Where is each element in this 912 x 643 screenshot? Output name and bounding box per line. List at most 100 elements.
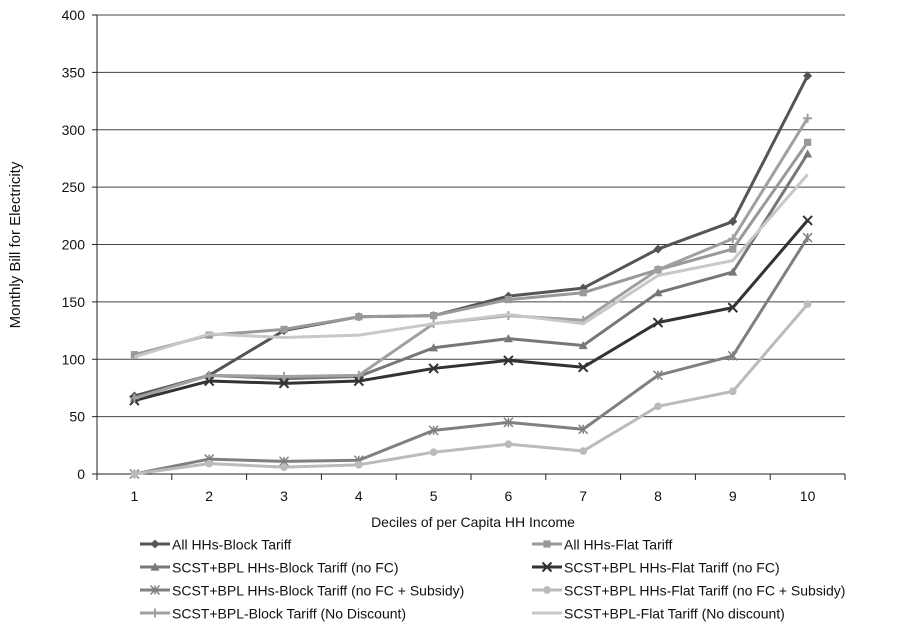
legend-item: SCST+BPL-Flat Tariff (No discount)	[532, 604, 785, 621]
data-point	[355, 313, 363, 321]
data-point	[504, 295, 512, 304]
x-tick-label: 4	[355, 488, 363, 504]
data-point	[504, 440, 513, 448]
data-point	[279, 371, 289, 381]
legend-marker	[543, 540, 551, 548]
line-chart: 0 50 100 150 200 250 300 350 400 1 2 3 4 5 6 7 8 9 10 Mon…	[7, 7, 846, 530]
series-line	[133, 117, 809, 400]
y-tick-label: 100	[62, 351, 86, 367]
legend-item: SCST+BPL HHs-Block Tariff (no FC)	[140, 558, 399, 575]
legend-label: SCST+BPL HHs-Flat Tariff (no FC)	[564, 559, 780, 576]
data-point	[652, 370, 664, 381]
data-point	[428, 363, 439, 374]
data-point	[428, 425, 439, 436]
data-point	[727, 350, 738, 361]
legend-label: All HHs-Flat Tariff	[564, 536, 673, 553]
series-5	[129, 232, 813, 480]
series-lines	[129, 71, 813, 480]
series-line	[134, 75, 809, 398]
data-point	[429, 343, 439, 352]
legend-swatch	[140, 562, 170, 571]
data-point	[130, 470, 139, 478]
data-point	[803, 300, 812, 308]
data-point	[579, 447, 588, 455]
y-tick-label: 50	[69, 409, 85, 425]
data-point	[203, 375, 215, 387]
legend-swatch	[140, 539, 170, 549]
x-tick-label: 3	[280, 488, 288, 504]
y-axis-label: Monthly Bill for Electricity	[7, 161, 24, 328]
data-point	[503, 334, 513, 343]
series-line	[133, 173, 809, 359]
data-point	[130, 351, 138, 359]
data-point	[803, 71, 813, 81]
data-point	[653, 265, 663, 275]
data-point	[728, 387, 737, 396]
x-tick-label: 7	[579, 488, 587, 504]
legend-marker	[149, 585, 161, 596]
data-point	[354, 370, 364, 380]
legend-swatch	[532, 540, 562, 548]
data-point	[802, 232, 813, 243]
data-point	[280, 463, 288, 471]
series-line	[134, 141, 809, 357]
x-tick-label: 10	[800, 488, 816, 504]
data-point	[653, 288, 663, 297]
data-point	[205, 459, 214, 468]
data-point	[578, 424, 589, 435]
data-point	[353, 375, 365, 387]
legend-label: SCST+BPL HHs-Block Tariff (no FC)	[172, 559, 399, 576]
legend-item: SCST+BPL-Block Tariff (No Discount)	[140, 604, 406, 621]
series-8	[133, 173, 809, 359]
data-point	[429, 448, 438, 457]
y-tick-label: 200	[62, 237, 86, 253]
x-tick-label: 2	[205, 488, 213, 504]
series-line	[134, 303, 809, 476]
data-point	[204, 370, 214, 380]
y-tick-label: 350	[62, 64, 86, 80]
legend-swatch	[140, 585, 170, 596]
data-point	[728, 234, 738, 244]
legend-label: SCST+BPL-Flat Tariff (No discount)	[564, 605, 785, 622]
legend-marker	[150, 562, 160, 571]
series-6	[130, 300, 812, 478]
legend-swatch	[532, 562, 562, 573]
y-tick-label: 0	[77, 466, 85, 482]
data-point	[728, 217, 738, 227]
data-point	[278, 378, 290, 389]
x-tick-label: 5	[430, 488, 438, 504]
legend-swatch	[532, 586, 562, 595]
y-tick-label: 300	[62, 122, 86, 138]
series-line	[134, 219, 809, 403]
x-axis-ticks: 1 2 3 4 5 6 7 8 9 10	[96, 474, 846, 504]
data-point	[804, 138, 812, 146]
data-point	[803, 149, 813, 158]
y-tick-label: 150	[62, 294, 86, 310]
data-point	[802, 215, 813, 226]
legend-label: All HHs-Block Tariff	[172, 536, 292, 553]
data-point	[354, 460, 363, 469]
series-1	[129, 71, 813, 401]
legend-marker	[150, 608, 160, 618]
data-point	[578, 340, 588, 350]
x-axis-label: Deciles of per Capita HH Income	[371, 514, 575, 530]
legend-marker	[541, 562, 553, 573]
legend-item: SCST+BPL HHs-Flat Tariff (no FC)	[532, 558, 780, 575]
data-point	[727, 302, 739, 313]
gridlines	[97, 14, 845, 418]
data-point	[654, 402, 662, 411]
data-point	[729, 245, 737, 253]
data-point	[577, 362, 589, 373]
x-tick-label: 6	[505, 488, 513, 504]
legend-item: SCST+BPL HHs-Flat Tariff (no FC + Subsid…	[532, 581, 845, 598]
data-point	[803, 113, 813, 123]
legend-marker	[543, 586, 551, 595]
data-point	[503, 417, 514, 428]
legend-item: SCST+BPL HHs-Block Tariff (no FC + Subsi…	[140, 581, 464, 598]
legend-swatch	[140, 608, 170, 618]
legend-label: SCST+BPL HHs-Flat Tariff (no FC + Subsid…	[564, 582, 846, 599]
data-point	[503, 355, 514, 366]
y-tick-label: 400	[62, 7, 86, 23]
x-tick-label: 9	[729, 488, 737, 504]
data-point	[430, 312, 438, 320]
